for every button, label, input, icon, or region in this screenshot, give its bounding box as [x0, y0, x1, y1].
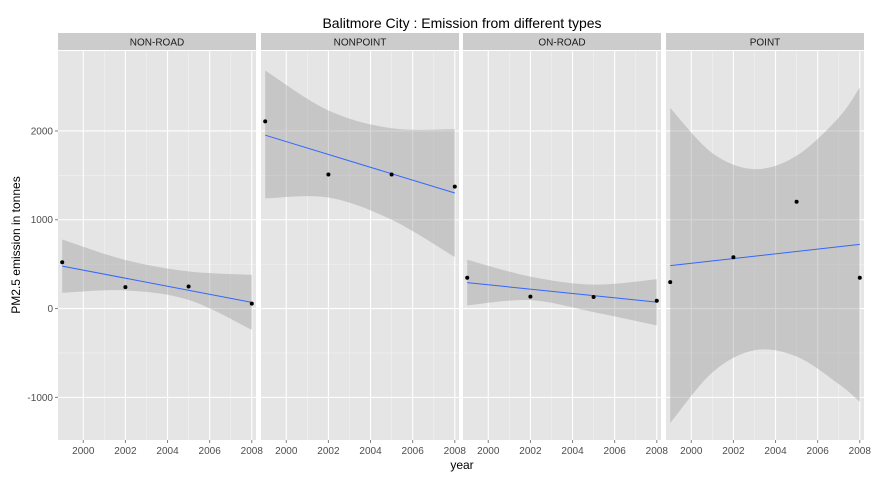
- data-point: [326, 172, 331, 177]
- x-tick-label: 2006: [807, 446, 830, 457]
- data-point: [389, 172, 394, 177]
- data-point: [654, 298, 659, 303]
- data-point: [668, 280, 673, 285]
- data-point: [249, 301, 254, 306]
- fit-line: [467, 282, 657, 303]
- x-tick-label: 2006: [604, 446, 627, 457]
- x-tick-label: 2004: [156, 446, 179, 457]
- fit-line: [62, 265, 252, 303]
- data-point: [263, 119, 268, 124]
- data-point: [465, 275, 470, 280]
- y-axis: -1000 0 1000 2000: [27, 126, 58, 404]
- x-tick-label: 2004: [561, 446, 584, 457]
- x-tick-label: 2002: [317, 446, 340, 457]
- x-tick-label: 2006: [402, 446, 425, 457]
- x-tick-label: 2004: [359, 446, 382, 457]
- x-tick-label: 2008: [849, 446, 872, 457]
- facet-strip-label: NON-ROAD: [130, 38, 184, 49]
- data-point: [731, 255, 736, 260]
- facet-strip: [261, 33, 459, 50]
- data-point: [452, 184, 457, 189]
- x-tick-label: 2002: [114, 446, 137, 457]
- x-axis-title: year: [450, 458, 473, 472]
- y-tick-label: 0: [47, 304, 53, 315]
- x-tick-label: 2000: [275, 446, 298, 457]
- panel-background: [261, 51, 459, 440]
- facet-strip-label: ON-ROAD: [538, 38, 585, 49]
- panel-point: POINT 2000 2002 2004 2006 2008: [666, 33, 871, 457]
- data-point: [123, 285, 128, 290]
- x-tick-label: 2002: [722, 446, 745, 457]
- data-point: [186, 284, 191, 289]
- x-tick-label: 2008: [444, 446, 467, 457]
- x-tick-label: 2006: [199, 446, 222, 457]
- y-tick-label: 2000: [31, 126, 54, 137]
- fit-line: [670, 243, 860, 267]
- facet-strip-label: POINT: [750, 38, 781, 49]
- data-point: [60, 260, 65, 265]
- y-axis-title: PM2.5 emission in tonnes: [9, 176, 23, 313]
- x-tick-label: 2000: [680, 446, 703, 457]
- panel-background: [58, 51, 256, 440]
- facet-strip: [58, 33, 256, 50]
- facet-strip: [666, 33, 864, 50]
- panel-non-road: NON-ROAD 2000 2002 2004 2006 2008: [58, 33, 263, 457]
- x-tick-label: 2004: [764, 446, 787, 457]
- data-point: [591, 295, 596, 300]
- panels-layer: NON-ROAD 2000 2002 2004 2006 2008 NONPOINT 2000…: [58, 33, 871, 457]
- panel-on-road: ON-ROAD 2000 2002 2004 2006 2008: [463, 33, 668, 457]
- y-tick-label: -1000: [27, 393, 53, 404]
- chart-title: Balitmore City : Emission from different…: [322, 15, 601, 31]
- panel-background: [666, 51, 864, 440]
- data-point: [794, 199, 799, 204]
- y-tick-label: 1000: [31, 215, 54, 226]
- x-tick-label: 2008: [241, 446, 264, 457]
- x-tick-label: 2000: [72, 446, 95, 457]
- x-tick-label: 2002: [519, 446, 542, 457]
- facet-strip: [463, 33, 661, 50]
- data-point: [857, 275, 862, 280]
- facet-strip-label: NONPOINT: [334, 38, 387, 49]
- panel-nonpoint: NONPOINT 2000 2002 2004 2006 2008: [261, 33, 466, 457]
- x-tick-label: 2000: [477, 446, 500, 457]
- fit-line: [265, 134, 455, 194]
- data-point: [528, 294, 533, 299]
- panel-background: [463, 51, 661, 440]
- x-tick-label: 2008: [646, 446, 669, 457]
